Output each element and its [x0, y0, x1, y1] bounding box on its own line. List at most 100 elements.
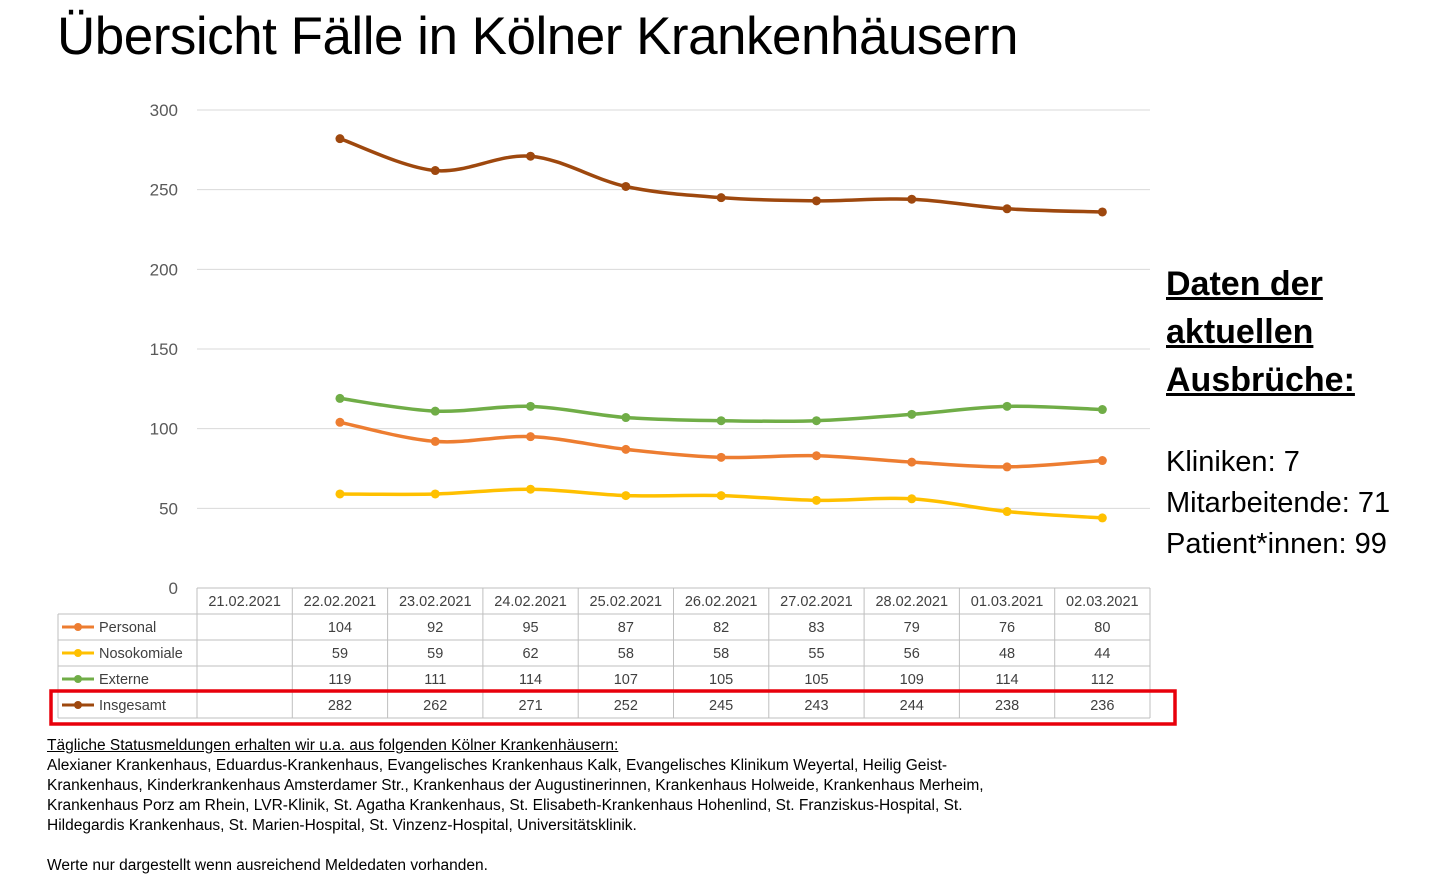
- table-cell-value: 59: [332, 646, 348, 662]
- x-category-label: 24.02.2021: [494, 594, 567, 610]
- outbreak-summary-heading: Daten der aktuellen Ausbrüche:: [1166, 260, 1426, 404]
- data-point-externe: [716, 416, 726, 426]
- x-category-label: 22.02.2021: [304, 594, 377, 610]
- y-tick-label: 50: [159, 499, 178, 518]
- table-cell-value: 236: [1090, 698, 1114, 714]
- table-cell-value: 262: [423, 698, 447, 714]
- data-point-insgesamt: [1002, 204, 1012, 214]
- x-category-label: 25.02.2021: [590, 594, 663, 610]
- table-cell-value: 119: [328, 672, 351, 688]
- stat-clinics: Kliniken: 7: [1166, 446, 1300, 478]
- x-category-label: 28.02.2021: [875, 594, 948, 610]
- data-point-personal: [430, 436, 440, 446]
- data-point-nosokomiale: [526, 484, 536, 494]
- data-point-nosokomiale: [621, 491, 631, 501]
- y-tick-label: 100: [150, 420, 178, 439]
- legend-key-marker: [74, 623, 82, 631]
- table-cell-value: 271: [518, 698, 542, 714]
- table-cell-value: 56: [904, 646, 920, 662]
- legend-key-marker: [74, 701, 82, 709]
- data-point-nosokomiale: [1002, 507, 1012, 517]
- y-tick-label: 150: [150, 340, 178, 359]
- table-cell-value: 83: [808, 620, 824, 636]
- data-point-nosokomiale: [430, 489, 440, 499]
- outbreak-summary: Daten der aktuellen Ausbrüche: Kliniken:…: [1166, 260, 1426, 565]
- data-point-externe: [526, 401, 536, 411]
- stat-clinics-value: 7: [1283, 446, 1300, 478]
- table-cell-value: 109: [900, 672, 924, 688]
- data-point-insgesamt: [1097, 207, 1107, 217]
- table-cell-value: 105: [709, 672, 733, 688]
- table-cell-value: 245: [709, 698, 733, 714]
- x-category-label: 01.03.2021: [971, 594, 1044, 610]
- y-tick-label: 0: [169, 579, 178, 598]
- x-category-label: 23.02.2021: [399, 594, 472, 610]
- outbreak-stats: Kliniken: 7 Mitarbeitende: 71 Patient*in…: [1166, 442, 1426, 565]
- legend-label: Nosokomiale: [99, 646, 183, 662]
- page-title: Übersicht Fälle in Kölner Krankenhäusern: [57, 7, 1019, 66]
- table-cell-value: 62: [522, 646, 538, 662]
- data-point-externe: [1097, 405, 1107, 415]
- y-tick-label: 300: [150, 101, 178, 120]
- table-cell-value: 58: [713, 646, 729, 662]
- table-cell-value: 282: [328, 698, 352, 714]
- data-point-personal: [526, 432, 536, 442]
- data-point-externe: [621, 413, 631, 423]
- data-point-nosokomiale: [811, 495, 821, 505]
- data-point-insgesamt: [907, 194, 917, 204]
- table-cell-value: 82: [713, 620, 729, 636]
- data-point-personal: [621, 444, 631, 454]
- table-cell-value: 111: [424, 672, 446, 688]
- table-cell-value: 92: [427, 620, 443, 636]
- data-point-externe: [907, 409, 917, 419]
- outbreak-summary-heading-line: Ausbrüche:: [1166, 361, 1355, 399]
- table-cell-value: 252: [614, 698, 638, 714]
- table-cell-value: 112: [1091, 672, 1114, 688]
- data-point-personal: [811, 451, 821, 461]
- data-point-personal: [1097, 456, 1107, 466]
- data-point-personal: [907, 457, 917, 467]
- hospital-list: Alexianer Krankenhaus, Eduardus-Krankenh…: [47, 757, 984, 834]
- table-cell-value: 107: [614, 672, 638, 688]
- table-cell-value: 244: [900, 698, 924, 714]
- notes-disclaimer: Werte nur dargestellt wenn ausreichend M…: [47, 857, 488, 874]
- x-category-label: 26.02.2021: [685, 594, 758, 610]
- table-cell-value: 76: [999, 620, 1015, 636]
- data-point-externe: [1002, 401, 1012, 411]
- table-cell-value: 104: [328, 620, 352, 636]
- legend-label: Externe: [99, 672, 149, 688]
- data-point-insgesamt: [716, 193, 726, 203]
- data-point-nosokomiale: [335, 489, 345, 499]
- notes-heading: Tägliche Statusmeldungen erhalten wir u.…: [47, 737, 619, 754]
- x-category-label: 27.02.2021: [780, 594, 853, 610]
- table-cell-value: 95: [522, 620, 538, 636]
- data-point-insgesamt: [335, 134, 345, 144]
- data-point-personal: [335, 417, 345, 427]
- y-tick-label: 250: [150, 181, 178, 200]
- table-cell-value: 105: [804, 672, 828, 688]
- stat-staff-label: Mitarbeitende: [1166, 487, 1342, 519]
- table-cell-value: 59: [427, 646, 443, 662]
- table-cell-value: 58: [618, 646, 634, 662]
- data-point-personal: [716, 452, 726, 462]
- data-point-nosokomiale: [716, 491, 726, 501]
- stat-staff-value: 71: [1357, 487, 1391, 519]
- legend-key-marker: [74, 649, 82, 657]
- x-category-label: 21.02.2021: [208, 594, 281, 610]
- stat-patients-label: Patient*innen: [1166, 528, 1339, 560]
- table-cell-value: 243: [804, 698, 828, 714]
- data-point-personal: [1002, 462, 1012, 472]
- legend-label: Insgesamt: [99, 698, 166, 714]
- outbreak-summary-heading-line: Daten der: [1166, 265, 1323, 303]
- data-point-externe: [430, 406, 440, 416]
- stat-patients: Patient*innen: 99: [1166, 528, 1387, 560]
- data-point-nosokomiale: [907, 494, 917, 504]
- table-cell-value: 238: [995, 698, 1019, 714]
- legend-key-marker: [74, 675, 82, 683]
- data-point-externe: [811, 416, 821, 426]
- table-cell-value: 114: [995, 672, 1018, 688]
- data-point-insgesamt: [430, 166, 440, 176]
- table-cell-value: 79: [904, 620, 920, 636]
- legend-label: Personal: [99, 620, 156, 636]
